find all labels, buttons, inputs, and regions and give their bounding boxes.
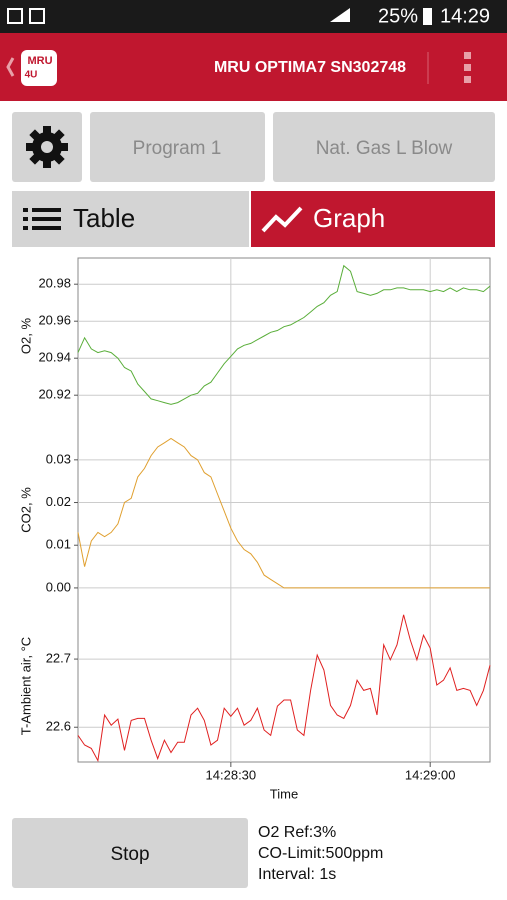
info-line: O2 Ref:3% xyxy=(258,824,336,841)
data-line xyxy=(77,437,490,589)
y-tick-label: 22.7 xyxy=(46,651,71,666)
menu-button[interactable] xyxy=(464,52,471,83)
y-tick-label: 0.01 xyxy=(46,537,71,552)
table-tab-label: Table xyxy=(73,203,135,233)
back-button[interactable] xyxy=(6,57,15,77)
status-icon xyxy=(7,8,23,24)
data-line xyxy=(77,614,491,763)
y-axis-label: O2, % xyxy=(18,317,33,354)
chart: 14:28:30 14:29:00 Time 20.92 20.94 20.96 20.98… xyxy=(18,257,491,801)
status-bar xyxy=(0,0,507,33)
battery-text: 25% xyxy=(378,5,418,27)
graph-tab-label: Graph xyxy=(313,203,385,233)
y-tick-label: 20.94 xyxy=(38,350,71,365)
mode-button[interactable] xyxy=(273,112,495,182)
clock: 14:29 xyxy=(440,5,490,27)
stop-label: Stop xyxy=(110,844,149,865)
gear-icon xyxy=(26,126,68,168)
app-title: MRU OPTIMA7 SN302748 xyxy=(214,59,406,76)
x-tick-label: 14:28:30 xyxy=(206,767,257,782)
y-axis-label: CO2, % xyxy=(18,487,33,533)
y-tick-label: 0.03 xyxy=(46,451,71,466)
y-tick-label: 22.6 xyxy=(46,719,71,734)
app-bar xyxy=(0,33,507,101)
x-tick-label: 14:29:00 xyxy=(405,767,456,782)
signal-icon xyxy=(330,8,350,22)
y-tick-label: 20.92 xyxy=(38,387,71,402)
y-tick-label: 0.02 xyxy=(46,494,71,509)
status-icon xyxy=(29,8,45,24)
y-tick-label: 20.96 xyxy=(38,313,71,328)
list-icon xyxy=(23,208,61,230)
plot-frame xyxy=(77,257,491,763)
program-button[interactable] xyxy=(90,112,265,182)
y-axis-label: T-Ambient air, °C xyxy=(18,637,33,735)
program-label: Program 1 xyxy=(133,138,222,159)
mode-label: Nat. Gas L Blow xyxy=(316,138,453,159)
logo-name: MRU xyxy=(27,55,52,67)
battery-icon xyxy=(423,8,432,25)
data-line xyxy=(77,264,491,405)
logo xyxy=(21,50,57,86)
graph-icon xyxy=(261,206,303,233)
logo-tag: 4U xyxy=(25,70,38,81)
y-tick-label: 0.00 xyxy=(46,579,71,594)
y-tick-label: 20.98 xyxy=(38,276,71,291)
stop-button[interactable] xyxy=(12,818,248,888)
info-line: CO-Limit:500ppm xyxy=(258,845,383,862)
info-line: Interval: 1s xyxy=(258,866,336,883)
x-axis-label: Time xyxy=(270,786,298,801)
